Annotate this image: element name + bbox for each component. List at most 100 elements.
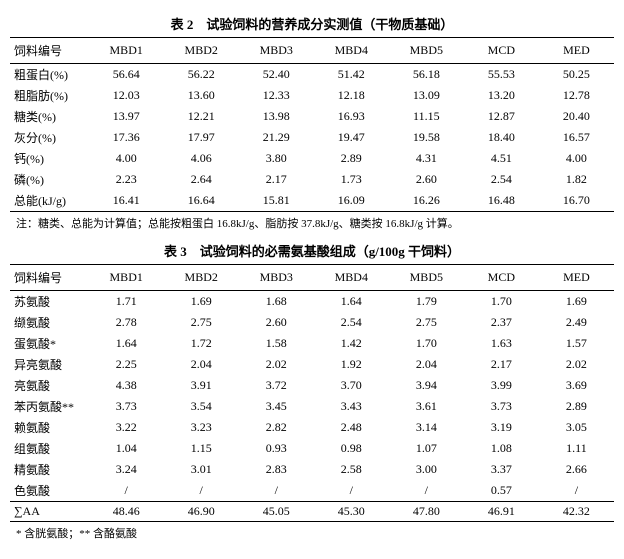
cell: 3.19 xyxy=(464,417,539,438)
cell: 1.82 xyxy=(539,169,614,190)
row-label: 异亮氨酸 xyxy=(10,354,89,375)
cell: 55.53 xyxy=(464,64,539,86)
col-header-MBD1: MBD1 xyxy=(89,38,164,64)
row-label: 亮氨酸 xyxy=(10,375,89,396)
col-header-MBD1: MBD1 xyxy=(89,265,164,291)
table-row: 苯丙氨酸**3.733.543.453.433.613.732.89 xyxy=(10,396,614,417)
cell: 1.04 xyxy=(89,438,164,459)
cell: 42.32 xyxy=(539,502,614,522)
cell: 16.48 xyxy=(464,190,539,212)
cell: 1.68 xyxy=(239,291,314,313)
cell: 46.90 xyxy=(164,502,239,522)
cell: 2.02 xyxy=(239,354,314,375)
cell: 45.30 xyxy=(314,502,389,522)
cell: 13.09 xyxy=(389,85,464,106)
cell: 19.47 xyxy=(314,127,389,148)
cell: 19.58 xyxy=(389,127,464,148)
cell: 2.89 xyxy=(539,396,614,417)
cell: 1.71 xyxy=(89,291,164,313)
cell: 16.70 xyxy=(539,190,614,212)
row-label: 糖类(%) xyxy=(10,106,89,127)
cell: 4.38 xyxy=(89,375,164,396)
table2: 饲料编号MBD1MBD2MBD3MBD4MBD5MCDMED 粗蛋白(%)56.… xyxy=(10,37,614,212)
table-row: 总能(kJ/g)16.4116.6415.8116.0916.2616.4816… xyxy=(10,190,614,212)
cell: 2.37 xyxy=(464,312,539,333)
cell: 11.15 xyxy=(389,106,464,127)
cell: 0.93 xyxy=(239,438,314,459)
row-label: 总能(kJ/g) xyxy=(10,190,89,212)
table-row: 钙(%)4.004.063.802.894.314.514.00 xyxy=(10,148,614,169)
cell: 1.08 xyxy=(464,438,539,459)
row-label: 粗蛋白(%) xyxy=(10,64,89,86)
cell: 1.92 xyxy=(314,354,389,375)
cell: 1.57 xyxy=(539,333,614,354)
col-header-label: 饲料编号 xyxy=(10,38,89,64)
cell: 2.25 xyxy=(89,354,164,375)
cell: 50.25 xyxy=(539,64,614,86)
cell: 4.31 xyxy=(389,148,464,169)
cell: 3.70 xyxy=(314,375,389,396)
cell: 1.58 xyxy=(239,333,314,354)
cell: 51.42 xyxy=(314,64,389,86)
cell: 3.05 xyxy=(539,417,614,438)
col-header-MBD3: MBD3 xyxy=(239,265,314,291)
cell: 16.64 xyxy=(164,190,239,212)
row-label: 钙(%) xyxy=(10,148,89,169)
cell: 1.79 xyxy=(389,291,464,313)
table-row: 异亮氨酸2.252.042.021.922.042.172.02 xyxy=(10,354,614,375)
cell: 2.89 xyxy=(314,148,389,169)
cell: 1.70 xyxy=(389,333,464,354)
cell: 4.06 xyxy=(164,148,239,169)
col-header-MBD2: MBD2 xyxy=(164,38,239,64)
cell: 56.22 xyxy=(164,64,239,86)
cell: 17.97 xyxy=(164,127,239,148)
cell: 21.29 xyxy=(239,127,314,148)
cell: 2.17 xyxy=(239,169,314,190)
cell: 3.73 xyxy=(464,396,539,417)
cell: 3.54 xyxy=(164,396,239,417)
cell: 3.43 xyxy=(314,396,389,417)
cell: 16.41 xyxy=(89,190,164,212)
cell: 1.42 xyxy=(314,333,389,354)
cell: 1.73 xyxy=(314,169,389,190)
table-row: 苏氨酸1.711.691.681.641.791.701.69 xyxy=(10,291,614,313)
cell: 2.66 xyxy=(539,459,614,480)
cell: 20.40 xyxy=(539,106,614,127)
cell: 2.60 xyxy=(239,312,314,333)
cell: 3.00 xyxy=(389,459,464,480)
col-header-MCD: MCD xyxy=(464,38,539,64)
table-row: 粗脂肪(%)12.0313.6012.3312.1813.0913.2012.7… xyxy=(10,85,614,106)
cell: 3.24 xyxy=(89,459,164,480)
table3-note: * 含胱氨酸；** 含酪氨酸 xyxy=(16,525,614,541)
row-label: 精氨酸 xyxy=(10,459,89,480)
cell: 3.80 xyxy=(239,148,314,169)
row-label: 灰分(%) xyxy=(10,127,89,148)
cell: 16.26 xyxy=(389,190,464,212)
cell: 1.15 xyxy=(164,438,239,459)
col-header-MBD2: MBD2 xyxy=(164,265,239,291)
table3-body: 苏氨酸1.711.691.681.641.791.701.69缬氨酸2.782.… xyxy=(10,291,614,522)
col-header-MBD5: MBD5 xyxy=(389,38,464,64)
cell: 4.00 xyxy=(89,148,164,169)
cell: / xyxy=(389,480,464,502)
cell: 3.45 xyxy=(239,396,314,417)
cell: 13.60 xyxy=(164,85,239,106)
row-label: 粗脂肪(%) xyxy=(10,85,89,106)
cell: 1.11 xyxy=(539,438,614,459)
row-label: 色氨酸 xyxy=(10,480,89,502)
cell: 2.78 xyxy=(89,312,164,333)
cell: 12.21 xyxy=(164,106,239,127)
cell: 4.51 xyxy=(464,148,539,169)
cell: 3.69 xyxy=(539,375,614,396)
cell: 2.75 xyxy=(389,312,464,333)
table-row: 赖氨酸3.223.232.822.483.143.193.05 xyxy=(10,417,614,438)
cell: 3.72 xyxy=(239,375,314,396)
col-header-MBD4: MBD4 xyxy=(314,265,389,291)
cell: 0.98 xyxy=(314,438,389,459)
row-label: 磷(%) xyxy=(10,169,89,190)
cell: / xyxy=(164,480,239,502)
cell: 2.83 xyxy=(239,459,314,480)
cell: 16.57 xyxy=(539,127,614,148)
col-header-MBD5: MBD5 xyxy=(389,265,464,291)
cell: 13.98 xyxy=(239,106,314,127)
